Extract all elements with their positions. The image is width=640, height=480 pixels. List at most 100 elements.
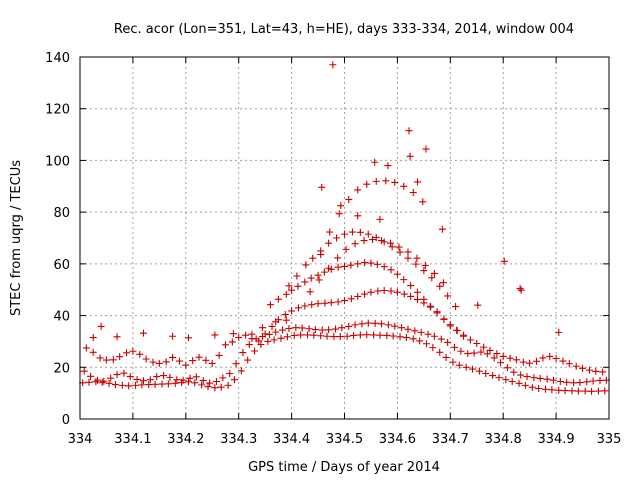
chart-title: Rec. acor (Lon=351, Lat=43, h=HE), days … [114,22,574,37]
data-point [244,356,252,364]
data-point [565,360,573,368]
data-point [199,376,207,384]
data-point [414,296,422,304]
data-point [105,379,113,387]
data-point [480,343,488,351]
data-point [391,178,399,186]
data-point [338,324,346,332]
data-point [422,145,430,153]
data-point [146,376,154,384]
data-point [192,373,200,381]
data-point [242,331,250,339]
data-point [601,387,609,395]
data-point [493,350,501,358]
data-point [453,326,461,334]
data-point [175,357,183,365]
data-point [288,286,296,294]
data-point [191,379,199,387]
data-point [433,309,441,317]
data-point [211,384,219,392]
data-point [335,210,343,218]
data-point [341,230,348,238]
data-point [574,387,582,395]
data-point [592,367,600,375]
y-axis-label: STEC from uqrg / TECUs [9,160,24,316]
data-point [535,384,543,392]
x-tick-label: 334 [68,432,93,447]
data-point [490,354,498,362]
data-point [555,328,563,336]
data-point [288,307,296,315]
data-point [424,330,432,338]
y-tick-label: 80 [53,206,70,221]
data-point [536,374,544,382]
data-point [282,290,290,298]
data-point [314,271,322,279]
data-point [469,365,477,373]
data-point [371,319,379,327]
y-tick-label: 60 [53,258,70,273]
x-tick-label: 334.4 [273,432,310,447]
x-tick-label: 334.3 [220,432,257,447]
data-point [348,228,356,236]
data-point [372,233,380,241]
data-point [325,239,333,247]
data-point [439,279,447,287]
data-point [347,295,355,303]
data-point [384,162,392,170]
data-point [311,326,319,334]
data-point [387,239,395,247]
data-point [111,381,119,389]
data-point [473,339,481,347]
data-point [259,324,267,332]
data-point [345,195,353,203]
data-point [393,270,401,278]
data-point [318,183,326,191]
data-point [160,372,168,380]
data-point [508,378,516,386]
x-tick-label: 335 [597,432,622,447]
data-point [497,359,505,367]
data-point [325,326,333,334]
data-point [380,263,388,271]
data-point [337,202,345,210]
data-point [285,325,293,332]
data-point [486,346,494,354]
data-point [226,369,234,377]
data-point [430,332,438,340]
data-point [502,376,510,384]
data-point [169,353,177,361]
x-tick-label: 334.9 [537,432,574,447]
data-point [153,373,161,381]
data-point [332,325,340,333]
data-point [400,290,408,298]
data-point [396,333,404,341]
data-point [334,298,342,306]
data-point [224,381,232,389]
data-point [92,378,100,386]
data-point [402,334,410,342]
data-point [356,331,364,339]
data-point [298,324,306,332]
data-point [440,315,448,323]
data-point [367,288,375,296]
data-point [239,349,247,357]
data-point [320,268,328,276]
data-point [444,292,452,300]
data-point [475,367,483,375]
data-point [113,371,121,379]
data-point [317,251,325,259]
data-point [206,379,214,387]
data-point [351,321,359,329]
data-point [179,376,187,384]
data-point [228,338,236,346]
data-point [310,331,318,339]
data-point [272,318,280,326]
data-point [334,263,342,271]
data-point [158,380,166,388]
data-point [155,359,163,367]
data-point [80,367,88,375]
data-point [282,316,290,324]
data-point [184,378,192,386]
